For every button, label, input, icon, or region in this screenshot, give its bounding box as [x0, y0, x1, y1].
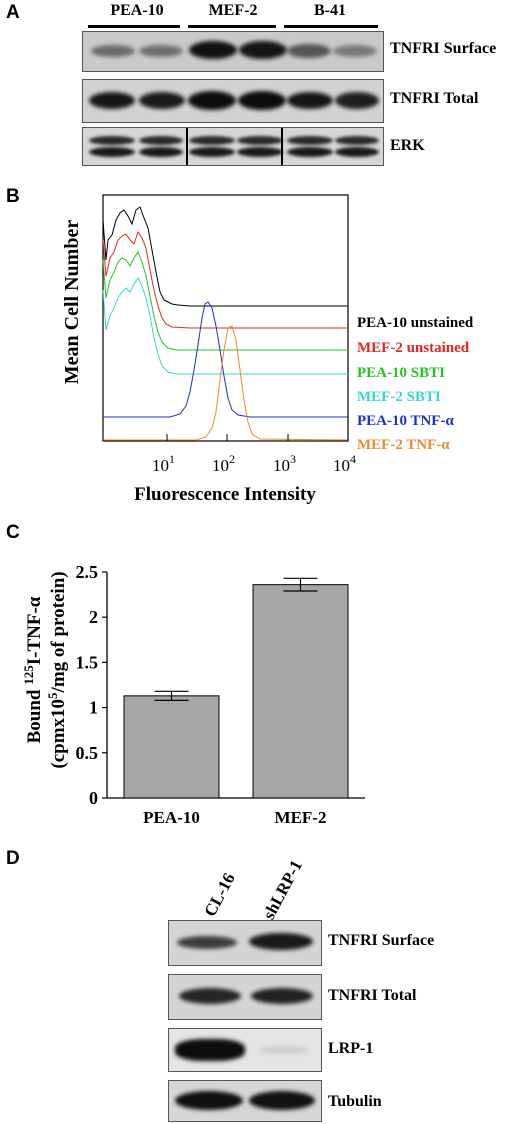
band: [175, 1039, 245, 1061]
curve-mef2-unstained: [102, 230, 348, 329]
row-label-d-lrp1: LRP-1: [328, 1040, 374, 1057]
y-tick-label: 1: [89, 698, 98, 718]
band: [335, 147, 379, 157]
bar-pea-10: [123, 695, 220, 799]
y-tick-label: 2.5: [76, 562, 99, 582]
row-label-d-total: TNFRI Total: [328, 987, 417, 1004]
band: [287, 147, 333, 157]
band: [287, 92, 333, 109]
legend-mef2-sbti: MEF-2 SBTI: [357, 389, 441, 405]
band: [249, 933, 313, 950]
blot-d-tnfri-total: [168, 974, 322, 1020]
blot-d-tubulin: [168, 1080, 322, 1122]
y-tick-label: 2: [89, 607, 98, 627]
band: [259, 1046, 309, 1054]
band: [189, 136, 235, 145]
band: [89, 136, 135, 145]
histogram-tick-labels: 101 102 103 104: [152, 452, 356, 475]
lane-divider: [186, 128, 188, 165]
band: [189, 41, 237, 59]
band: [179, 988, 241, 1004]
blot-a-erk: [82, 127, 384, 166]
band: [89, 92, 135, 109]
histogram-xaxis: [166, 434, 349, 441]
tick-label: 101: [152, 452, 175, 475]
lane-line-mef2: [188, 25, 276, 28]
band: [139, 45, 183, 57]
bar-chart-marks: PEA-10 MEF-2: [123, 577, 349, 827]
y-tick-label: 0.5: [76, 743, 99, 763]
blot-d-tnfri-surface: [168, 920, 322, 966]
bar-mef-2: [252, 584, 349, 799]
legend-mef2-unstained: MEF-2 unstained: [357, 340, 470, 356]
histogram-xlabel: Fluorescence Intensity: [134, 484, 316, 505]
band: [89, 147, 135, 157]
blot-a-tnfri-surface: [82, 31, 384, 72]
curve-mef2-tnfa: [103, 325, 349, 441]
histogram-legend: PEA-10 unstained MEF-2 unstained PEA-10 …: [357, 315, 474, 453]
tick-label: 102: [212, 452, 235, 475]
band: [238, 91, 286, 110]
band: [249, 1091, 315, 1110]
band: [139, 147, 183, 157]
band: [251, 988, 313, 1004]
blot-a-tnfri-total: [82, 79, 384, 123]
band: [335, 92, 379, 109]
lane-label-pea10: PEA-10: [110, 2, 164, 19]
lane-label-b41: B-41: [314, 2, 346, 19]
band: [287, 44, 331, 58]
panel-b-letter: B: [6, 186, 20, 207]
legend-pea10-tnfa: PEA-10 TNF-α: [357, 413, 454, 429]
curve-pea10-sbti: [102, 250, 348, 351]
row-label-a-total: TNFRI Total: [390, 90, 479, 107]
legend-pea10-sbti: PEA-10 SBTI: [357, 365, 445, 381]
lane-line-pea10: [88, 25, 180, 28]
panel-d-letter: D: [6, 848, 20, 869]
x-category-label: MEF-2: [275, 808, 327, 827]
band: [139, 136, 183, 145]
lane-label-mef2: MEF-2: [208, 2, 258, 19]
band: [189, 147, 235, 157]
curve-pea10-tnfa: [103, 301, 348, 418]
band: [239, 41, 287, 59]
y-tick-label: 0: [89, 788, 98, 808]
lane-line-b41: [284, 25, 378, 28]
x-category-label: PEA-10: [143, 808, 200, 827]
band: [237, 136, 283, 145]
bar-chart: Bound 125I-TNF-α (cpmx105/mg of protein)…: [21, 562, 365, 827]
tick-label: 104: [333, 452, 356, 475]
histogram-plot-frame: [102, 194, 349, 442]
curve-mef2-sbti: [102, 277, 348, 375]
band: [177, 936, 237, 949]
band: [188, 91, 236, 110]
band: [91, 45, 135, 57]
histogram-curves: [102, 206, 349, 441]
band: [175, 1091, 243, 1110]
row-label-a-erk: ERK: [390, 137, 425, 154]
legend-mef2-tnfa: MEF-2 TNF-α: [357, 437, 450, 453]
legend-pea10-unstained: PEA-10 unstained: [357, 315, 474, 331]
band: [139, 92, 185, 109]
panel-c-letter: C: [6, 522, 20, 543]
tick-label: 103: [273, 452, 296, 475]
band: [237, 147, 283, 157]
lane-divider: [281, 128, 283, 165]
panel-a-letter: A: [6, 2, 20, 23]
band: [333, 45, 377, 57]
histogram-ylabel: Mean Cell Number: [61, 220, 83, 385]
y-tick-label: 1.5: [76, 652, 99, 672]
curve-pea10-unstained: [102, 206, 348, 307]
bar-chart-ylabel-line2: (cpmx105/mg of protein): [45, 571, 69, 768]
blot-d-lrp1: [168, 1028, 322, 1072]
row-label-d-surface: TNFRI Surface: [328, 932, 435, 949]
row-label-a-surface: TNFRI Surface: [390, 40, 497, 57]
band: [287, 136, 333, 145]
bar-chart-ylabel-line1: Bound 125I-TNF-α: [21, 596, 45, 743]
band: [335, 136, 379, 145]
row-label-d-tubulin: Tubulin: [328, 1093, 382, 1110]
flow-histogram: Mean Cell Number 101 102 103 104 Fluores…: [61, 194, 474, 505]
